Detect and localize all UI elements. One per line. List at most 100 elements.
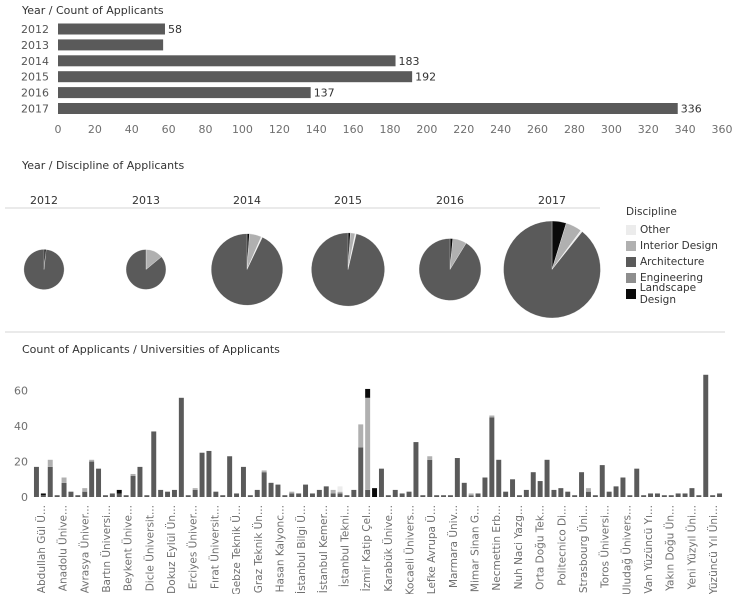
pie-year-label: 2012 xyxy=(30,194,58,207)
year-bar xyxy=(58,71,413,83)
pie-slice xyxy=(125,249,167,290)
bar-value-label: 192 xyxy=(415,71,436,84)
university-bar-segment xyxy=(116,489,122,494)
university-bar-segment xyxy=(599,465,605,497)
x-tick-label: 160 xyxy=(343,123,364,136)
discipline-pie-charts: 2012 2013 2014 2015 2016 2017 xyxy=(5,194,601,319)
university-chart-title: Count of Applicants / Universities of Ap… xyxy=(22,343,280,356)
university-tick-label: Erciyes Üniver... xyxy=(187,505,200,589)
y-tick-label: 20 xyxy=(14,456,28,469)
university-bar-segment xyxy=(358,447,364,497)
pie-year-label: 2016 xyxy=(436,194,464,207)
bar-value-label: 336 xyxy=(681,103,702,116)
university-bar-segment xyxy=(61,482,67,497)
university-bar-segment xyxy=(613,486,619,497)
university-bar-segment xyxy=(199,452,205,497)
x-tick-label: 260 xyxy=(527,123,548,136)
university-bar-segment xyxy=(461,482,467,497)
y-tick-label: 40 xyxy=(14,420,28,433)
university-bar-segment xyxy=(585,488,591,492)
x-tick-label: 360 xyxy=(712,123,733,136)
university-bar-segment xyxy=(434,495,440,497)
university-bar-segment xyxy=(510,479,516,497)
year-count-bar-chart: 2012 58 2013 2014 183 2015 192 2016 137 2017 336 0 2… xyxy=(21,23,733,136)
university-tick-label: Mimar Sinan G... xyxy=(470,505,482,592)
university-tick-label: Toros Üniversi... xyxy=(599,505,612,589)
university-tick-label: Lefke Avrupa Ü... xyxy=(425,505,438,594)
university-bar-segment xyxy=(316,489,322,497)
year-bar xyxy=(58,39,164,51)
university-bar-segment xyxy=(261,472,267,497)
university-tick-label: Yakın Doğu Ün... xyxy=(664,505,677,592)
pie-year-label: 2017 xyxy=(538,194,566,207)
university-bar-segment xyxy=(351,489,357,497)
legend-item: Engineering xyxy=(626,270,733,286)
university-bar-segment xyxy=(296,493,302,497)
year-label: 2013 xyxy=(21,39,49,52)
university-tick-label: Beykent Ünive... xyxy=(122,505,135,591)
university-tick-label: Necmettin Erb... xyxy=(491,505,503,591)
university-bar-segment xyxy=(378,468,384,497)
university-bar-segment xyxy=(592,495,598,497)
university-bar-segment xyxy=(82,488,88,492)
pie-year-label: 2014 xyxy=(233,194,261,207)
university-tick-label: Yeni Yüzyıl Üni... xyxy=(685,505,698,590)
university-tick-label: Avrasya Üniver... xyxy=(78,505,91,593)
university-bar-segment xyxy=(468,495,474,497)
university-bar-segment xyxy=(482,477,488,497)
university-bar-segment xyxy=(192,489,198,497)
university-tick-label: İstanbul Bilgi Ü... xyxy=(295,505,308,594)
university-bar-segment xyxy=(620,477,626,497)
university-bar-segment xyxy=(489,417,495,497)
legend-item: Architecture xyxy=(626,254,733,270)
pie-chart-title: Year / Discipline of Applicants xyxy=(22,159,185,172)
university-bar-segment xyxy=(89,459,95,462)
legend-swatch xyxy=(626,273,636,283)
x-tick-label: 280 xyxy=(564,123,585,136)
university-bar-segment xyxy=(227,456,233,497)
university-bar-segment xyxy=(544,459,550,497)
university-bar-segment xyxy=(54,495,60,497)
x-tick-label: 300 xyxy=(601,123,622,136)
y-tick-label: 60 xyxy=(14,385,28,398)
bar-value-label: 183 xyxy=(399,55,420,68)
university-bar-segment xyxy=(530,472,536,497)
legend-swatch xyxy=(626,257,636,267)
year-bar xyxy=(58,103,678,114)
bar-value-label: 58 xyxy=(168,23,182,36)
university-bar-segment xyxy=(627,495,633,497)
university-bar-segment xyxy=(171,489,177,497)
university-bar-segment xyxy=(185,495,191,497)
university-bar-segment xyxy=(330,493,336,497)
university-bar-segment xyxy=(206,450,212,497)
university-bar-segment xyxy=(523,489,529,497)
university-bar-segment xyxy=(123,495,129,497)
pie-slice xyxy=(503,220,601,319)
university-bar-segment xyxy=(220,495,226,497)
university-tick-label: Van Yüzüncü Yı... xyxy=(643,505,655,594)
university-tick-label: İstanbul Tekni... xyxy=(338,505,351,587)
university-bar-segment xyxy=(717,493,723,497)
university-tick-label: Anadolu Ünive... xyxy=(57,505,70,591)
x-tick-label: 80 xyxy=(199,123,213,136)
university-bar-segment xyxy=(696,495,702,497)
legend-item: Landscape Design xyxy=(626,282,733,306)
university-tick-label: Yüzüncü Yıl Üni... xyxy=(707,505,720,594)
university-tick-label: İstanbul Kemer... xyxy=(317,505,330,593)
university-bar-segment xyxy=(151,431,157,497)
pie-year-label: 2013 xyxy=(132,194,160,207)
university-tick-label: Marmara Üniv... xyxy=(447,505,460,588)
year-label: 2016 xyxy=(21,87,49,100)
university-bar-segment xyxy=(558,488,564,497)
x-tick-label: 60 xyxy=(162,123,176,136)
university-bar-segment xyxy=(682,493,688,497)
x-tick-label: 100 xyxy=(232,123,253,136)
university-bar-segment xyxy=(240,466,246,497)
university-tick-label: Graz Teknik Ün... xyxy=(252,505,265,593)
university-bar-segment xyxy=(399,493,405,497)
university-bar-segment xyxy=(261,470,267,473)
pie-slice xyxy=(418,238,482,301)
university-tick-label: Strasbourg Üni... xyxy=(577,505,590,593)
university-bar-segment xyxy=(323,486,329,497)
university-bar-segment xyxy=(337,486,343,492)
